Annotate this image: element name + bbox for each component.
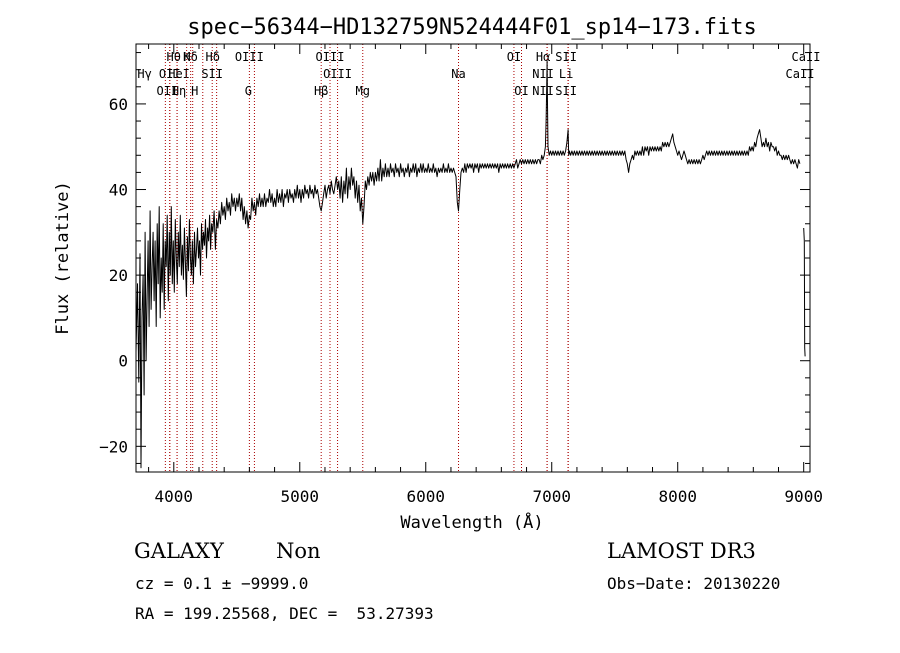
y-tick-label: 20	[109, 266, 128, 285]
spectrum-series	[135, 60, 806, 469]
spectral-line-label: HeI	[168, 67, 190, 81]
y-tick-label: 0	[118, 352, 128, 371]
spectral-line-label: NII	[532, 84, 554, 98]
y-tick-label: 40	[109, 181, 128, 200]
spectral-line-label: Na	[451, 67, 465, 81]
spectral-line-label: SII	[201, 67, 223, 81]
y-axis: −20 0 20 40 60	[99, 52, 810, 464]
obs-date-line: Obs−Date: 20130220	[607, 574, 781, 593]
y-tick-label: −20	[99, 437, 128, 456]
spectral-line-label: OI	[514, 84, 528, 98]
x-tick-label: 8000	[658, 487, 697, 506]
y-axis-label: Flux (relative)	[53, 181, 73, 335]
object-subclass: Non	[276, 539, 321, 563]
spectrum-line	[803, 227, 806, 357]
spectral-line-label: SII	[555, 50, 577, 64]
spectral-line-label: NII	[532, 67, 554, 81]
spectral-line-label: SII	[555, 84, 577, 98]
spectral-line-label: G	[245, 84, 252, 98]
y-tick-label: 60	[109, 95, 128, 114]
spectral-line-label: Hα	[536, 50, 550, 64]
spectral-line-label: K	[183, 50, 191, 64]
spectral-line-label: CaII	[786, 67, 815, 81]
spectral-line-label: Hγ	[137, 67, 151, 81]
spectral-line-label: OIII	[235, 50, 264, 64]
x-tick-label: 9000	[784, 487, 823, 506]
chart-title: spec−56344−HD132759N524444F01_sp14−173.f…	[187, 15, 757, 40]
plot-frame	[135, 43, 811, 473]
object-type: GALAXY	[134, 539, 224, 563]
x-tick-label: 4000	[155, 487, 194, 506]
spectral-line-label: Hη	[172, 84, 186, 98]
spectral-line-label: Hβ	[314, 84, 328, 98]
x-tick-label: 6000	[406, 487, 445, 506]
x-axis: 4000 5000 6000 7000 8000 9000	[148, 44, 823, 506]
spectral-line-label: H	[191, 84, 198, 98]
spectrum-line	[135, 60, 801, 469]
redshift-line: cz = 0.1 ± −9999.0	[135, 574, 309, 593]
spectral-line-label: Hδ	[183, 50, 197, 64]
spectral-line-label: OII	[159, 67, 181, 81]
x-tick-label: 7000	[532, 487, 571, 506]
coordinates-line: RA = 199.25568, DEC = 53.27393	[135, 604, 434, 623]
survey-name: LAMOST DR3	[607, 539, 756, 563]
spectral-line-label: CaII	[792, 50, 821, 64]
x-axis-label: Wavelength (Å)	[400, 511, 543, 533]
spectral-line-label: OII	[157, 84, 179, 98]
spectral-line-label: OIII	[316, 50, 345, 64]
spectral-line-label: OIII	[323, 67, 352, 81]
spectral-line-label: OI	[507, 50, 521, 64]
spectral-line-label: Mg	[356, 84, 370, 98]
spectral-line-label: Hδ	[206, 50, 220, 64]
spectral-line-label: Li	[559, 67, 573, 81]
x-tick-label: 5000	[281, 487, 320, 506]
